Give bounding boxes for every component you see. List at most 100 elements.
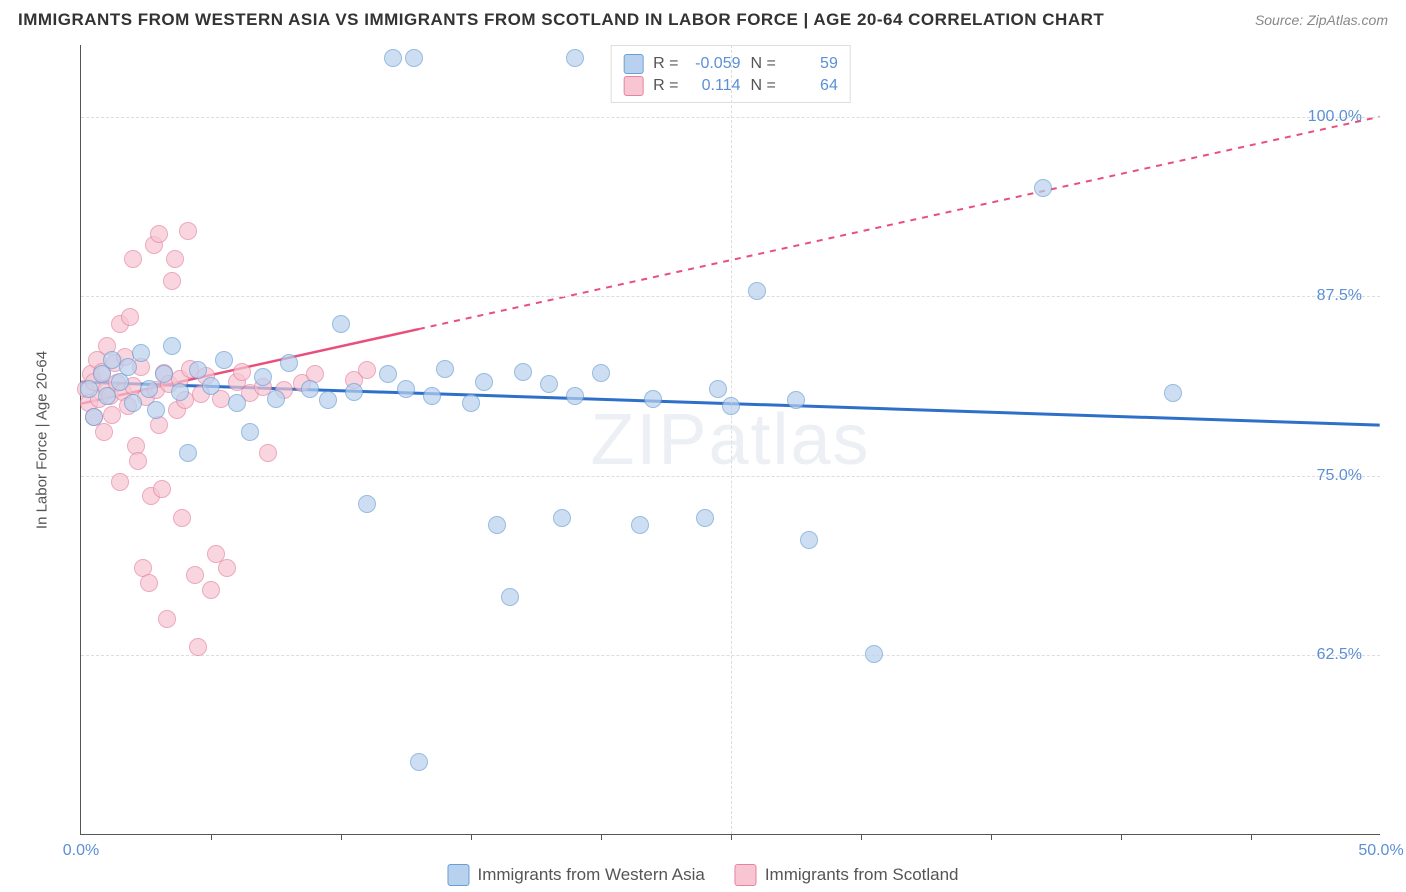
y-tick-label: 100.0%: [1308, 108, 1362, 126]
marker-western-asia: [423, 387, 441, 405]
marker-western-asia: [696, 509, 714, 527]
marker-scotland: [163, 272, 181, 290]
marker-western-asia: [1164, 384, 1182, 402]
x-min-label: 0.0%: [63, 842, 99, 860]
marker-scotland: [140, 574, 158, 592]
marker-western-asia: [215, 351, 233, 369]
marker-western-asia: [384, 49, 402, 67]
marker-western-asia: [163, 337, 181, 355]
marker-western-asia: [800, 531, 818, 549]
marker-western-asia: [319, 391, 337, 409]
y-tick-label: 75.0%: [1317, 467, 1362, 485]
marker-scotland: [179, 222, 197, 240]
marker-western-asia: [119, 358, 137, 376]
swatch-series1-icon: [623, 54, 643, 74]
marker-western-asia: [553, 509, 571, 527]
marker-western-asia: [228, 394, 246, 412]
marker-scotland: [186, 566, 204, 584]
marker-scotland: [158, 610, 176, 628]
marker-western-asia: [155, 365, 173, 383]
marker-western-asia: [379, 365, 397, 383]
marker-western-asia: [171, 383, 189, 401]
marker-western-asia: [462, 394, 480, 412]
marker-western-asia: [566, 387, 584, 405]
x-tick-mark: [1121, 834, 1122, 840]
marker-western-asia: [179, 444, 197, 462]
x-tick-mark: [861, 834, 862, 840]
chart-title: IMMIGRANTS FROM WESTERN ASIA VS IMMIGRAN…: [18, 10, 1104, 30]
marker-scotland: [111, 473, 129, 491]
marker-western-asia: [189, 361, 207, 379]
marker-scotland: [95, 423, 113, 441]
marker-western-asia: [748, 282, 766, 300]
legend-swatch-series2-icon: [735, 864, 757, 886]
marker-western-asia: [540, 375, 558, 393]
marker-western-asia: [488, 516, 506, 534]
x-tick-mark: [211, 834, 212, 840]
marker-scotland: [202, 581, 220, 599]
marker-western-asia: [709, 380, 727, 398]
marker-western-asia: [722, 397, 740, 415]
legend-swatch-series1-icon: [447, 864, 469, 886]
marker-western-asia: [98, 387, 116, 405]
marker-scotland: [129, 452, 147, 470]
marker-western-asia: [332, 315, 350, 333]
swatch-series2-icon: [623, 76, 643, 96]
legend-label-series1: Immigrants from Western Asia: [477, 865, 704, 885]
x-tick-mark: [601, 834, 602, 840]
marker-western-asia: [147, 401, 165, 419]
marker-western-asia: [267, 390, 285, 408]
x-tick-mark: [1251, 834, 1252, 840]
x-max-label: 50.0%: [1358, 842, 1403, 860]
y-tick-label: 62.5%: [1317, 646, 1362, 664]
marker-scotland: [259, 444, 277, 462]
marker-western-asia: [358, 495, 376, 513]
marker-western-asia: [644, 390, 662, 408]
marker-western-asia: [501, 588, 519, 606]
marker-scotland: [121, 308, 139, 326]
marker-western-asia: [202, 377, 220, 395]
x-tick-mark: [341, 834, 342, 840]
marker-western-asia: [397, 380, 415, 398]
marker-western-asia: [80, 380, 98, 398]
marker-western-asia: [1034, 179, 1052, 197]
marker-western-asia: [514, 363, 532, 381]
marker-western-asia: [241, 423, 259, 441]
legend-label-series2: Immigrants from Scotland: [765, 865, 959, 885]
marker-western-asia: [140, 380, 158, 398]
marker-western-asia: [345, 383, 363, 401]
marker-western-asia: [410, 753, 428, 771]
marker-scotland: [150, 225, 168, 243]
marker-western-asia: [475, 373, 493, 391]
marker-scotland: [233, 363, 251, 381]
marker-scotland: [358, 361, 376, 379]
chart-container: In Labor Force | Age 20-64 ZIPatlas R =-…: [50, 45, 1390, 835]
marker-scotland: [166, 250, 184, 268]
marker-western-asia: [280, 354, 298, 372]
marker-western-asia: [301, 380, 319, 398]
y-tick-label: 87.5%: [1317, 287, 1362, 305]
marker-western-asia: [787, 391, 805, 409]
marker-scotland: [218, 559, 236, 577]
plot-area: ZIPatlas R =-0.059 N =59 R =0.114 N =64 …: [80, 45, 1380, 835]
marker-western-asia: [865, 645, 883, 663]
marker-western-asia: [566, 49, 584, 67]
source-label: Source: ZipAtlas.com: [1255, 12, 1388, 28]
grid-line-v: [731, 45, 732, 834]
marker-scotland: [124, 250, 142, 268]
marker-western-asia: [132, 344, 150, 362]
x-tick-mark: [471, 834, 472, 840]
marker-western-asia: [85, 408, 103, 426]
marker-western-asia: [592, 364, 610, 382]
x-tick-mark: [991, 834, 992, 840]
x-axis-legend: Immigrants from Western Asia Immigrants …: [447, 864, 958, 886]
marker-western-asia: [436, 360, 454, 378]
marker-scotland: [173, 509, 191, 527]
y-axis-label: In Labor Force | Age 20-64: [34, 351, 51, 529]
marker-scotland: [153, 480, 171, 498]
x-tick-mark: [731, 834, 732, 840]
marker-western-asia: [631, 516, 649, 534]
marker-western-asia: [254, 368, 272, 386]
marker-western-asia: [405, 49, 423, 67]
marker-western-asia: [124, 394, 142, 412]
